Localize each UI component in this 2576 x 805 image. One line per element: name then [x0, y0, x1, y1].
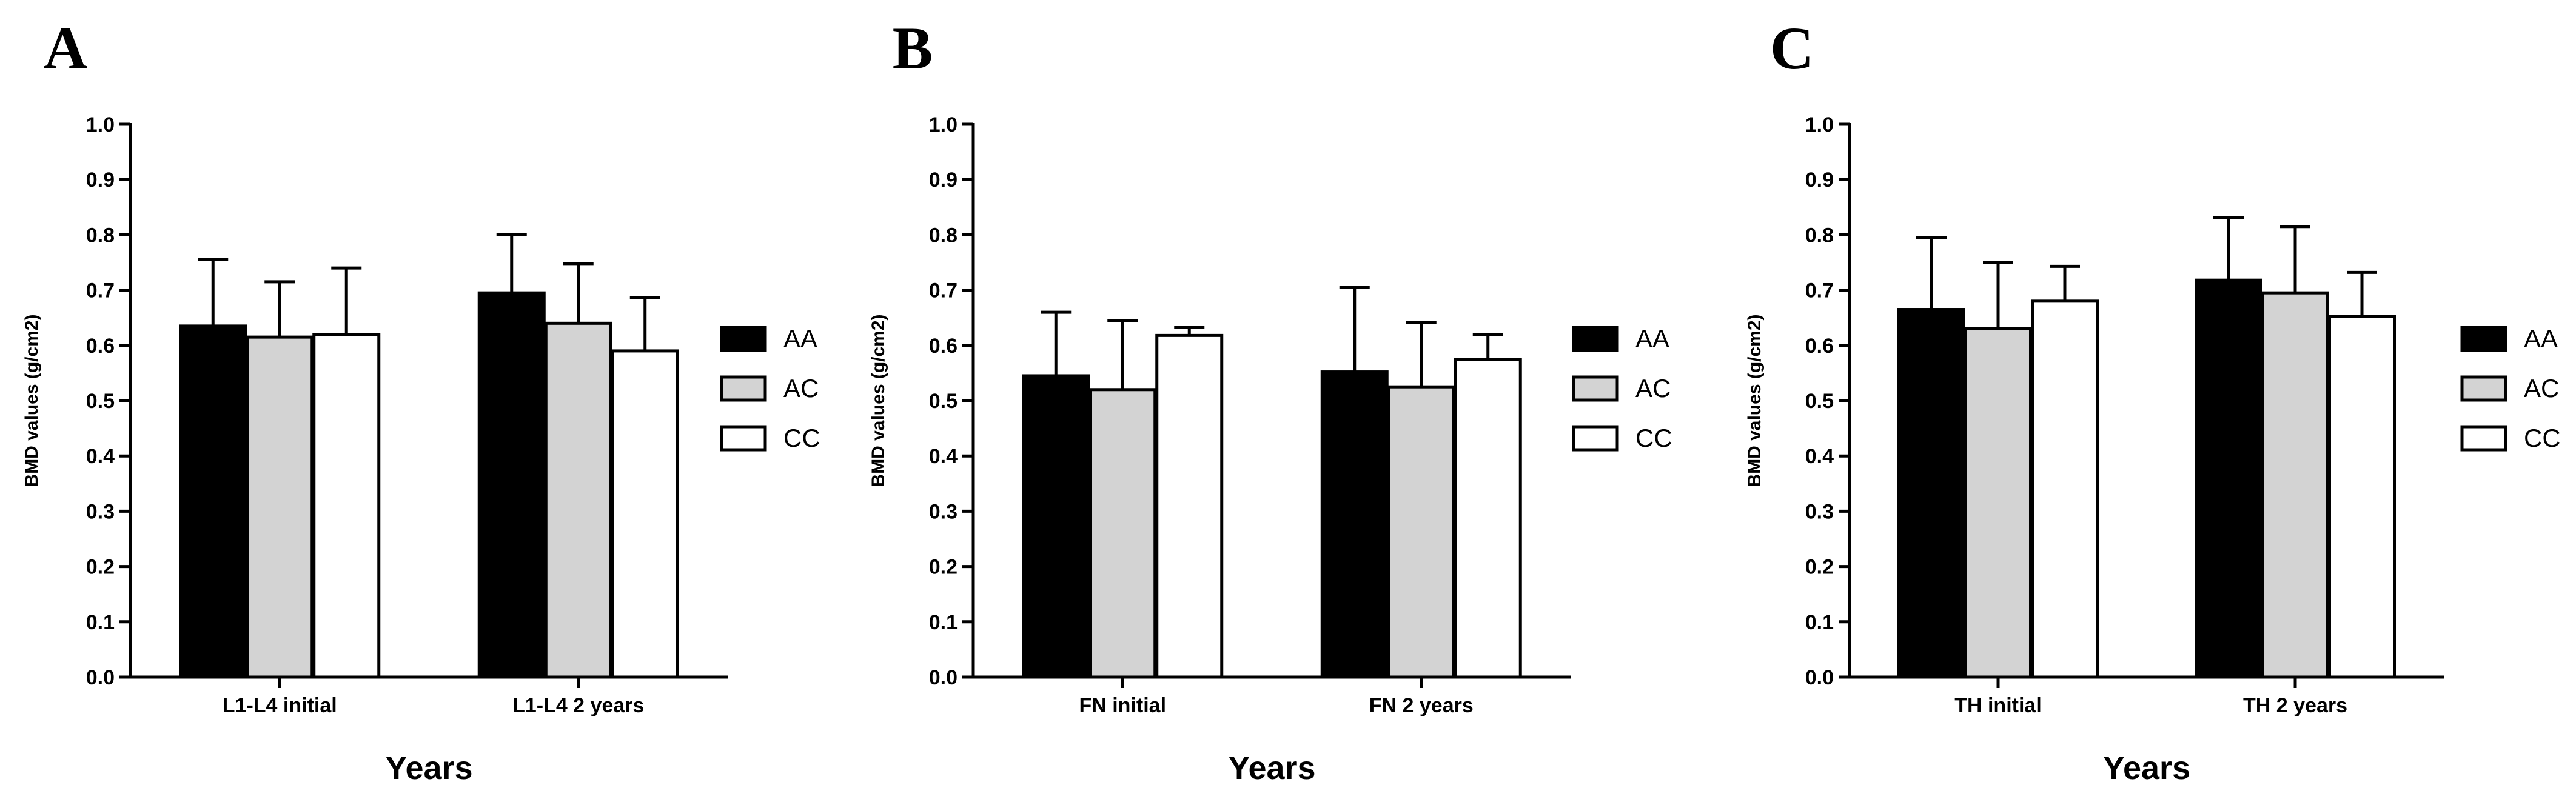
- y-tick-label: 0.7: [86, 279, 115, 302]
- bar-aa: [477, 291, 546, 679]
- bar-ac: [1088, 388, 1157, 679]
- legend-swatch-ac: [2460, 375, 2507, 402]
- x-tick-label: TH initial: [1954, 694, 2042, 717]
- y-tick-label: 0.2: [1805, 556, 1834, 579]
- bar-cc: [2031, 299, 2099, 679]
- y-tick-label: 1.0: [86, 113, 115, 136]
- bar-cc: [611, 349, 679, 679]
- y-tick-label: 0.6: [86, 335, 115, 358]
- bar-aa: [1022, 374, 1090, 679]
- y-tick-label: 0.6: [929, 335, 958, 358]
- y-tick-label: 0.0: [929, 666, 958, 689]
- y-tick-label: 0.5: [86, 390, 115, 413]
- y-tick-label: 0.3: [86, 500, 115, 523]
- y-tick-label: 0.0: [86, 666, 115, 689]
- y-axis-label: BMD values (g/cm2): [1745, 314, 1765, 487]
- legend-label-aa: AA: [2524, 324, 2558, 353]
- panel-letter: A: [44, 15, 87, 82]
- x-tick-label: FN 2 years: [1369, 694, 1474, 717]
- y-tick-label: 0.4: [86, 445, 115, 468]
- bar-aa: [1897, 308, 1965, 679]
- bar-ac: [544, 321, 612, 679]
- y-tick-label: 0.3: [929, 500, 958, 523]
- bar-cc: [2328, 315, 2396, 679]
- y-tick-label: 1.0: [1805, 113, 1834, 136]
- legend-label-ac: AC: [783, 374, 819, 402]
- y-tick-label: 0.2: [929, 556, 958, 579]
- y-tick-label: 0.8: [1805, 224, 1834, 247]
- bar-aa: [179, 324, 247, 679]
- y-tick-label: 0.4: [1805, 445, 1834, 468]
- y-tick-label: 0.9: [1805, 169, 1834, 192]
- legend-label-aa: AA: [1635, 324, 1669, 353]
- y-tick-label: 0.1: [86, 611, 115, 634]
- y-tick-label: 1.0: [929, 113, 958, 136]
- y-tick-label: 0.1: [1805, 611, 1834, 634]
- x-tick-label: FN initial: [1079, 694, 1166, 717]
- legend-label-cc: CC: [783, 424, 820, 452]
- x-axis-title: Years: [2103, 750, 2190, 786]
- bar-ac: [246, 335, 314, 679]
- legend-label-cc: CC: [1635, 424, 1672, 452]
- bar-aa: [1320, 370, 1389, 679]
- bar-cc: [312, 333, 381, 679]
- y-tick-label: 0.8: [86, 224, 115, 247]
- y-tick-label: 0.2: [86, 556, 115, 579]
- x-axis-title: Years: [1228, 750, 1315, 786]
- y-tick-label: 0.3: [1805, 500, 1834, 523]
- legend-label-ac: AC: [2524, 374, 2559, 402]
- y-tick-label: 0.5: [1805, 390, 1834, 413]
- bar-ac: [1964, 327, 2032, 679]
- legend-label-ac: AC: [1635, 374, 1671, 402]
- x-tick-label: TH 2 years: [2243, 694, 2347, 717]
- bar-ac: [2261, 291, 2329, 679]
- legend-label-cc: CC: [2524, 424, 2561, 452]
- y-tick-label: 0.5: [929, 390, 958, 413]
- legend-swatch-aa: [2460, 326, 2507, 352]
- y-axis-label: BMD values (g/cm2): [868, 314, 888, 487]
- y-tick-label: 0.6: [1805, 335, 1834, 358]
- bar-aa: [2195, 278, 2262, 679]
- y-tick-label: 0.9: [929, 169, 958, 192]
- legend-label-aa: AA: [783, 324, 817, 353]
- panel-letter: B: [893, 15, 933, 82]
- panel-letter: C: [1770, 15, 1814, 82]
- y-tick-label: 0.4: [929, 445, 958, 468]
- legend-swatch-ac: [720, 375, 767, 402]
- legend-swatch-aa: [720, 326, 767, 352]
- y-axis-label: BMD values (g/cm2): [22, 314, 42, 487]
- y-tick-label: 0.8: [929, 224, 958, 247]
- x-tick-label: L1-L4 2 years: [512, 694, 644, 717]
- bar-cc: [1155, 333, 1224, 679]
- x-axis-title: Years: [385, 750, 472, 786]
- legend-swatch-cc: [2460, 425, 2507, 452]
- bar-ac: [1387, 385, 1455, 679]
- y-tick-label: 0.7: [1805, 279, 1834, 302]
- legend-swatch-aa: [1572, 326, 1619, 352]
- legend-swatch-cc: [720, 425, 767, 452]
- y-tick-label: 0.0: [1805, 666, 1834, 689]
- y-tick-label: 0.9: [86, 169, 115, 192]
- legend-swatch-cc: [1572, 425, 1619, 452]
- x-tick-label: L1-L4 initial: [223, 694, 337, 717]
- bar-cc: [1454, 358, 1522, 679]
- legend-swatch-ac: [1572, 375, 1619, 402]
- y-tick-label: 0.7: [929, 279, 958, 302]
- y-tick-label: 0.1: [929, 611, 958, 634]
